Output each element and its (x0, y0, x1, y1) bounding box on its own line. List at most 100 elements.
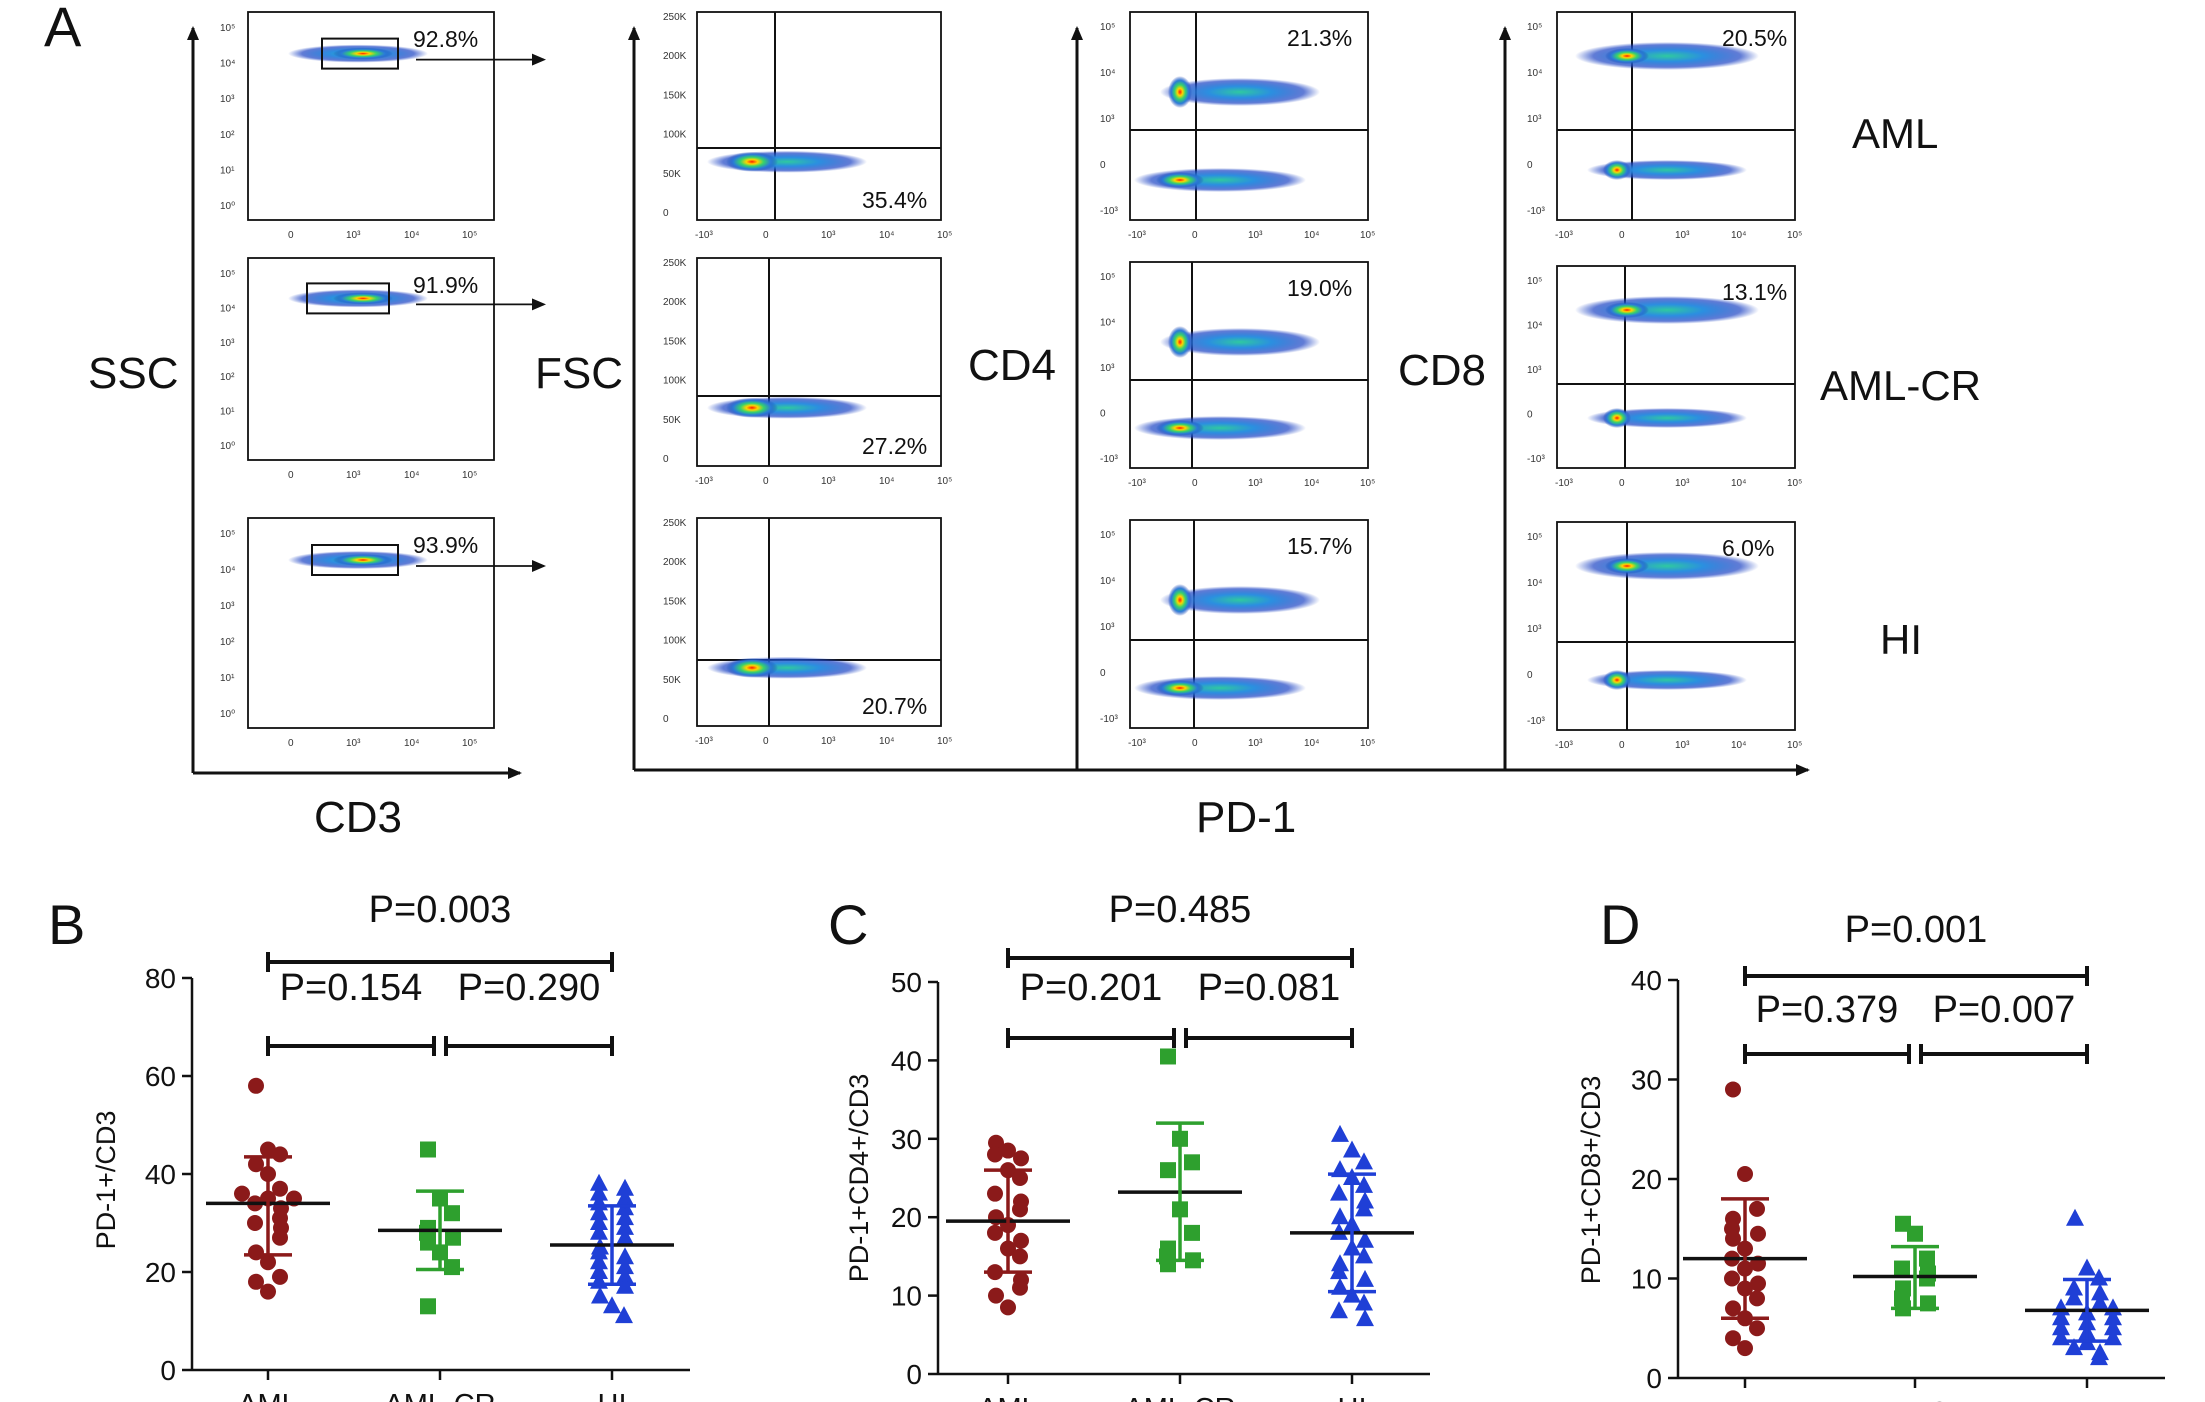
data-point (1355, 1293, 1373, 1311)
cd8-tick-label: 10³ (1527, 624, 1542, 635)
cd4-tick-label: 0 (1100, 409, 1106, 420)
ssc-tick-label: 10⁵ (220, 529, 235, 540)
cd8-pd1-plot-aml: 10⁵ 10⁴ 10³ 0 -10³ -10³ 0 10³ 10⁴ 10⁵ 20.5% (1527, 11, 1802, 241)
data-point (1343, 1140, 1361, 1158)
fsc-tick-label: 50K (663, 675, 681, 686)
pd1-tick-label: -10³ (1555, 230, 1573, 241)
data-point (1907, 1225, 1923, 1242)
data-point (1331, 1124, 1349, 1142)
cd4-tick-label: 10⁴ (1100, 318, 1115, 329)
p-value-label: P=0.003 (369, 889, 512, 931)
data-point (234, 1185, 250, 1202)
cell-density-peak (333, 554, 393, 566)
data-point (987, 1146, 1003, 1163)
y-tick-label: 30 (891, 1124, 922, 1155)
data-point (1725, 1300, 1741, 1317)
cd3-tick-label: 10⁴ (404, 230, 419, 241)
pd1-tick-label: -10³ (695, 736, 713, 747)
ssc-tick-label: 10⁰ (220, 709, 235, 720)
data-point (590, 1213, 608, 1230)
cd8-density-peak (1605, 48, 1649, 64)
x-category-label: AML (978, 1393, 1038, 1402)
ssc-tick-label: 10¹ (220, 165, 235, 176)
stat-chart-b: B 0 20 40 60 80 AML AML-CR HI PD-1+/CD3 P=0.154 P=0… (48, 889, 690, 1402)
pd1-tick-label: 10⁵ (937, 476, 952, 487)
fsc-tick-label: 250K (663, 258, 687, 269)
cd4-tick-label: 10³ (1100, 114, 1115, 125)
ssc-tick-label: 10³ (220, 601, 235, 612)
data-point (1737, 1166, 1753, 1183)
cd4-pd1-plot-aml: 10⁵ 10⁴ 10³ 0 -10³ -10³ 0 10³ 10⁴ 10⁵ 21.3% (1100, 11, 1375, 241)
y-axis-label: PD-1+CD4+/CD3 (844, 1074, 874, 1283)
cd4-tick-label: 10⁵ (1100, 272, 1115, 283)
y-tick-label: 10 (891, 1281, 922, 1312)
p-value-label: P=0.154 (280, 967, 423, 1009)
fsc-tick-label: 200K (663, 297, 687, 308)
data-point (590, 1252, 608, 1270)
fsc-tick-label: 150K (663, 596, 687, 607)
data-point (987, 1224, 1003, 1241)
cd8-negative-peak (1603, 408, 1631, 428)
quadrant-percentage: 13.1% (1722, 279, 1787, 305)
fsc-tick-label: 200K (663, 557, 687, 568)
data-point (590, 1242, 608, 1260)
cd4-negative-peak (1156, 420, 1204, 436)
cd3-tick-label: 10⁵ (462, 738, 477, 749)
ssc-tick-label: 10¹ (220, 407, 235, 418)
series-hi (2025, 1208, 2149, 1366)
quadrant-percentage: 6.0% (1722, 535, 1774, 561)
pd1-tick-label: 10⁴ (879, 476, 894, 487)
data-point (1184, 1224, 1200, 1241)
data-point (1012, 1279, 1028, 1296)
data-point (1012, 1170, 1028, 1186)
data-point (987, 1185, 1003, 1202)
pd1-tick-label: 10⁴ (1304, 230, 1319, 241)
data-point (615, 1306, 633, 1324)
series-aml (946, 1134, 1070, 1316)
pd1-tick-label: 10³ (1675, 478, 1690, 489)
cd3-tick-label: 10³ (346, 230, 361, 241)
p-value-label: P=0.379 (1756, 989, 1899, 1031)
cd8-tick-label: -10³ (1527, 716, 1545, 727)
data-point (2091, 1283, 2109, 1301)
cd8-pd1-plot-hi: 10⁵ 10⁴ 10³ 0 -10³ -10³ 0 10³ 10⁴ 10⁵ 6.0% (1527, 521, 1802, 751)
pd1-tick-label: 10⁴ (1731, 478, 1746, 489)
cd8-tick-label: 10⁴ (1527, 578, 1542, 589)
cd3-tick-label: 10⁴ (404, 470, 419, 481)
cd8-negative-peak (1603, 160, 1631, 180)
cd4-density-peak (1168, 76, 1192, 108)
cd4-negative-peak (1156, 172, 1204, 188)
data-point (1919, 1250, 1935, 1267)
data-point (1355, 1199, 1373, 1217)
pd1-tick-label: 10³ (1248, 230, 1263, 241)
stat-chart-d: D 0 10 20 30 40 AML AML-CR HI PD-1+CD8+/CD3 P=0.37… (1576, 893, 2165, 1402)
ssc-cd3-plot-aml-cr: 10⁵ 10⁴ 10³ 10² 10¹ 10⁰ 0 10³ 10⁴ 10⁵ 91.9% (220, 257, 546, 481)
y-tick-label: 0 (1646, 1363, 1662, 1394)
data-point (420, 1298, 436, 1315)
series-aml (206, 1077, 330, 1300)
data-point (603, 1296, 621, 1314)
x-category-label: AML (1715, 1397, 1775, 1402)
pd1-tick-label: 10⁴ (879, 230, 894, 241)
y-tick-label: 50 (891, 967, 922, 998)
comparison-bracket: P=0.290 (444, 967, 614, 1056)
condition-label-aml: AML (1852, 110, 1938, 157)
data-point (590, 1222, 608, 1240)
cd8-tick-label: 10⁵ (1527, 532, 1542, 543)
y-axis-label: PD-1+CD8+/CD3 (1576, 1076, 1606, 1285)
data-point (2104, 1308, 2122, 1326)
condition-label-aml-cr: AML-CR (1820, 362, 1981, 409)
data-point (1356, 1309, 1374, 1327)
cd4-negative-peak (1156, 680, 1204, 696)
pd1-tick-label: 10⁴ (1304, 738, 1319, 749)
data-point (616, 1247, 634, 1265)
x-category-label: AML-CR (1124, 1393, 1235, 1402)
comparison-bracket: P=0.379 (1743, 989, 1911, 1064)
cd4-tick-label: 0 (1100, 668, 1106, 679)
data-point (1724, 1270, 1740, 1287)
data-point (590, 1183, 608, 1201)
cd3-tick-label: 10⁵ (462, 230, 477, 241)
cd4-tick-label: -10³ (1100, 714, 1118, 725)
data-point (616, 1188, 634, 1206)
